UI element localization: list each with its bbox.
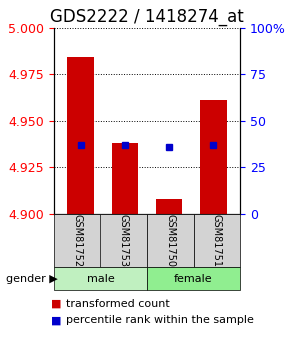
Text: ■: ■ xyxy=(51,315,62,325)
Text: gender ▶: gender ▶ xyxy=(6,274,58,284)
Text: GSM81751: GSM81751 xyxy=(212,214,222,267)
Text: GSM81753: GSM81753 xyxy=(119,214,129,267)
Text: GSM81750: GSM81750 xyxy=(165,214,175,267)
Text: percentile rank within the sample: percentile rank within the sample xyxy=(66,315,254,325)
Bar xyxy=(156,199,182,214)
Text: GSM81752: GSM81752 xyxy=(72,214,82,267)
Title: GDS2222 / 1418274_at: GDS2222 / 1418274_at xyxy=(50,8,244,26)
Text: transformed count: transformed count xyxy=(66,299,170,308)
Text: ■: ■ xyxy=(51,299,62,308)
Bar xyxy=(200,100,227,214)
Bar xyxy=(67,57,94,214)
Bar xyxy=(112,143,138,214)
Text: female: female xyxy=(174,274,213,284)
Text: male: male xyxy=(87,274,114,284)
